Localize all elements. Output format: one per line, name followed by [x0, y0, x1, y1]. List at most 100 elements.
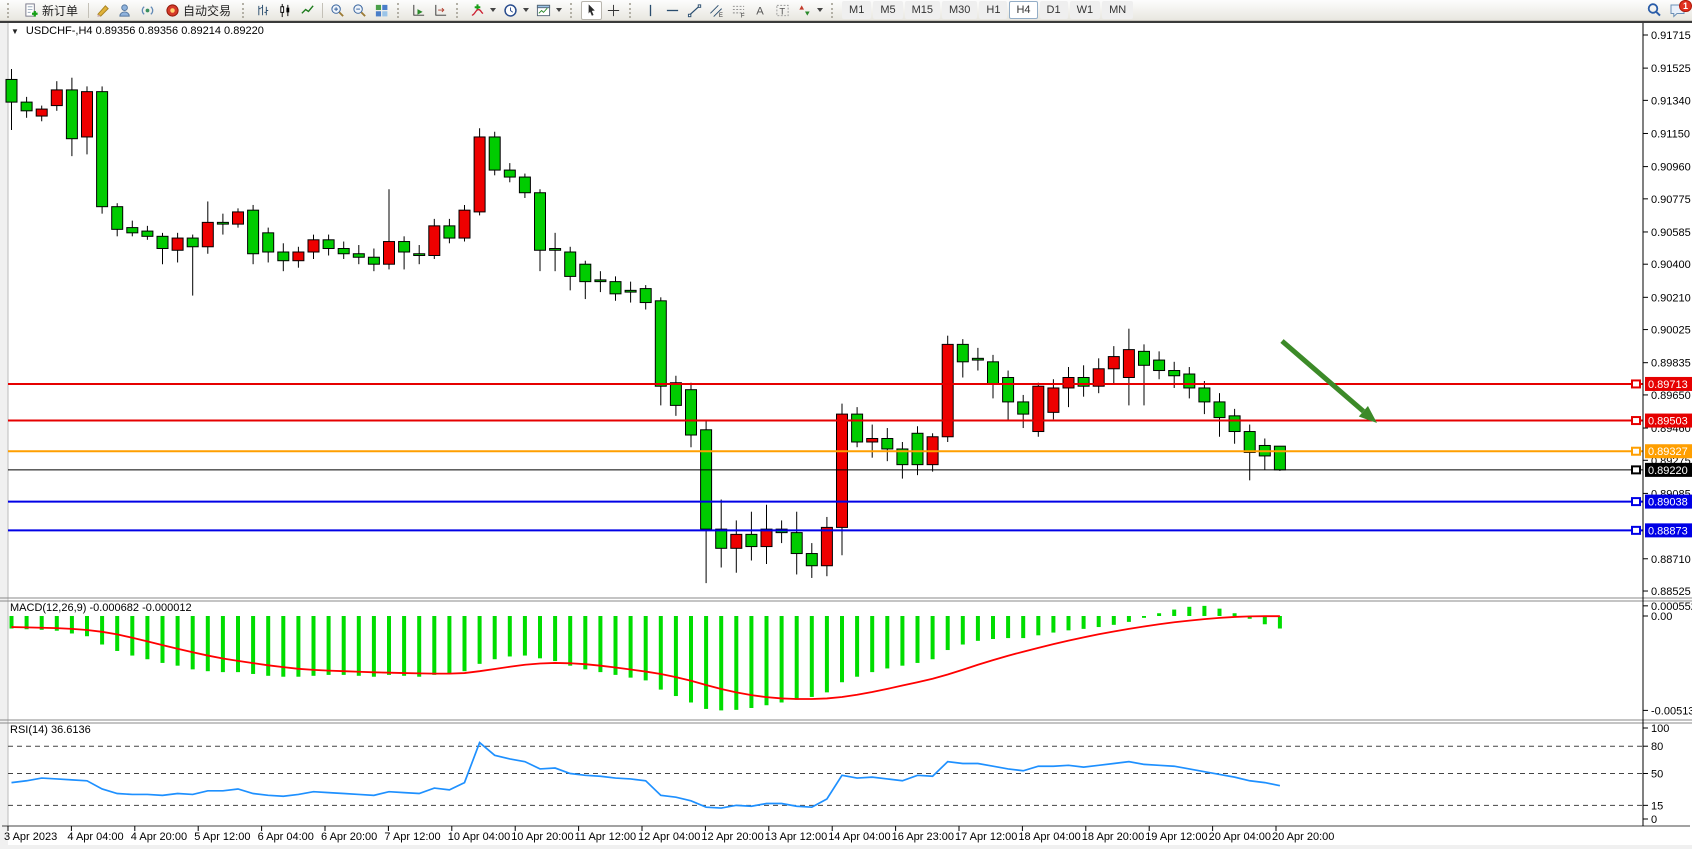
fibonacci-icon: F — [732, 5, 745, 18]
text-icon: A — [756, 5, 764, 17]
svg-text:20 Apr 04:00: 20 Apr 04:00 — [1209, 831, 1271, 843]
svg-text:0.88710: 0.88710 — [1651, 554, 1691, 566]
templates-button[interactable] — [533, 1, 565, 20]
svg-text:0.90210: 0.90210 — [1651, 292, 1691, 304]
timeframe-h4-button[interactable]: H4 — [1009, 1, 1038, 19]
arrows-button[interactable] — [794, 1, 826, 20]
svg-text:0.89650: 0.89650 — [1651, 390, 1691, 402]
autotrade-label: 自动交易 — [183, 3, 232, 18]
timeframe-m15-button[interactable]: M15 — [904, 1, 940, 19]
svg-text:0.89327: 0.89327 — [1648, 446, 1688, 458]
zoom-in-icon — [331, 3, 344, 17]
svg-text:5 Apr 12:00: 5 Apr 12:00 — [194, 831, 250, 843]
line-chart-button[interactable] — [297, 1, 318, 20]
timeframe-h1-button[interactable]: H1 — [979, 1, 1008, 19]
toolbar-grip[interactable] — [831, 2, 837, 18]
toolbar-grip[interactable] — [456, 2, 462, 18]
timeframe-w1-button[interactable]: W1 — [1069, 1, 1101, 19]
candlestick-chart-button[interactable] — [275, 1, 296, 20]
svg-text:-0.00513: -0.00513 — [1651, 705, 1692, 717]
tile-windows-button[interactable] — [371, 1, 392, 20]
svg-text:100: 100 — [1651, 723, 1669, 735]
toolbar-grip[interactable] — [397, 2, 403, 18]
horizontal-line-button[interactable] — [662, 1, 683, 20]
pane-separator-macd[interactable] — [0, 596, 1692, 602]
zoom-out-button[interactable] — [349, 1, 370, 20]
timeframe-mn-button[interactable]: MN — [1102, 1, 1134, 19]
candlestick-chart-icon — [280, 3, 290, 17]
zoom-out-icon — [353, 3, 366, 17]
arrows-icon — [799, 4, 810, 16]
equidistant-channel-button[interactable]: E — [706, 1, 727, 20]
text-label-button[interactable]: T — [772, 1, 793, 20]
notification-badge: 1 — [1678, 0, 1692, 12]
svg-text:0.91340: 0.91340 — [1651, 95, 1691, 107]
zoom-in-button[interactable] — [327, 1, 348, 20]
svg-text:0.91715: 0.91715 — [1651, 30, 1691, 42]
timeframe-m30-button[interactable]: M30 — [942, 1, 978, 19]
time-axis[interactable] — [0, 826, 1692, 845]
svg-text:0.89835: 0.89835 — [1651, 358, 1691, 370]
window-menu-icon[interactable]: ▼ — [11, 26, 19, 36]
svg-text:0.89038: 0.89038 — [1648, 497, 1688, 509]
community-button[interactable] — [115, 1, 136, 20]
dropdown-caret-icon — [523, 8, 530, 12]
svg-text:11 Apr 12:00: 11 Apr 12:00 — [575, 831, 637, 843]
signals-button[interactable] — [137, 1, 158, 20]
text-label-icon: T — [776, 4, 789, 16]
crosshair-icon — [607, 4, 620, 16]
svg-text:10 Apr 20:00: 10 Apr 20:00 — [511, 831, 573, 843]
svg-text:F: F — [741, 12, 745, 18]
trendline-button[interactable] — [684, 1, 705, 20]
text-button[interactable]: A — [750, 1, 771, 20]
toolbar-separator — [322, 2, 324, 18]
price-axis[interactable] — [1644, 22, 1692, 826]
autoscroll-button[interactable] — [408, 1, 429, 20]
styler-button[interactable] — [93, 1, 114, 20]
timeframe-d1-button[interactable]: D1 — [1039, 1, 1068, 19]
toolbar-grip[interactable] — [570, 2, 576, 18]
cursor-button[interactable] — [581, 0, 603, 20]
svg-text:0.90585: 0.90585 — [1651, 227, 1691, 239]
svg-text:12 Apr 04:00: 12 Apr 04:00 — [638, 831, 700, 843]
svg-text:18 Apr 20:00: 18 Apr 20:00 — [1082, 831, 1144, 843]
svg-text:4 Apr 04:00: 4 Apr 04:00 — [67, 831, 123, 843]
templates-icon — [536, 4, 551, 16]
fibonacci-button[interactable]: F — [728, 1, 749, 20]
rsi-indicator-label: RSI(14) 36.6136 — [10, 724, 91, 736]
dropdown-caret-icon — [490, 8, 497, 12]
svg-text:0.91525: 0.91525 — [1651, 63, 1691, 75]
svg-text:0.90960: 0.90960 — [1651, 162, 1691, 174]
styler-icon — [97, 4, 109, 17]
bar-chart-button[interactable] — [253, 1, 274, 20]
toolbar-grip[interactable] — [242, 2, 248, 18]
toolbar-grip[interactable] — [7, 2, 13, 18]
svg-text:0.000552: 0.000552 — [1651, 601, 1692, 613]
line-chart-icon — [301, 4, 314, 14]
new-order-button[interactable]: 新订单 — [18, 1, 84, 20]
timeframe-m5-button[interactable]: M5 — [873, 1, 903, 19]
svg-text:E: E — [719, 12, 723, 18]
svg-text:6 Apr 04:00: 6 Apr 04:00 — [258, 831, 314, 843]
pane-separator-rsi[interactable] — [0, 718, 1692, 724]
chart-shift-button[interactable] — [430, 1, 451, 20]
svg-text:3 Apr 2023: 3 Apr 2023 — [4, 831, 57, 843]
svg-text:0: 0 — [1651, 814, 1657, 826]
chat-button[interactable]: 1 — [1666, 0, 1692, 20]
crosshair-button[interactable] — [603, 1, 624, 20]
toolbar: 新订单 自动交易 — [0, 0, 1692, 21]
svg-text:12 Apr 20:00: 12 Apr 20:00 — [701, 831, 763, 843]
timeframe-m1-button[interactable]: M1 — [842, 1, 872, 19]
autotrade-button[interactable]: 自动交易 — [159, 1, 237, 20]
macd-indicator-label: MACD(12,26,9) -0.000682 -0.000012 — [10, 602, 192, 614]
svg-text:20 Apr 20:00: 20 Apr 20:00 — [1272, 831, 1334, 843]
indicators-button[interactable] — [467, 1, 499, 20]
periods-clock-button[interactable] — [500, 1, 532, 20]
search-button[interactable] — [1643, 1, 1665, 20]
toolbar-grip[interactable] — [629, 2, 635, 18]
svg-text:0.90775: 0.90775 — [1651, 194, 1691, 206]
svg-text:A: A — [756, 5, 764, 17]
vertical-line-button[interactable] — [640, 1, 661, 20]
